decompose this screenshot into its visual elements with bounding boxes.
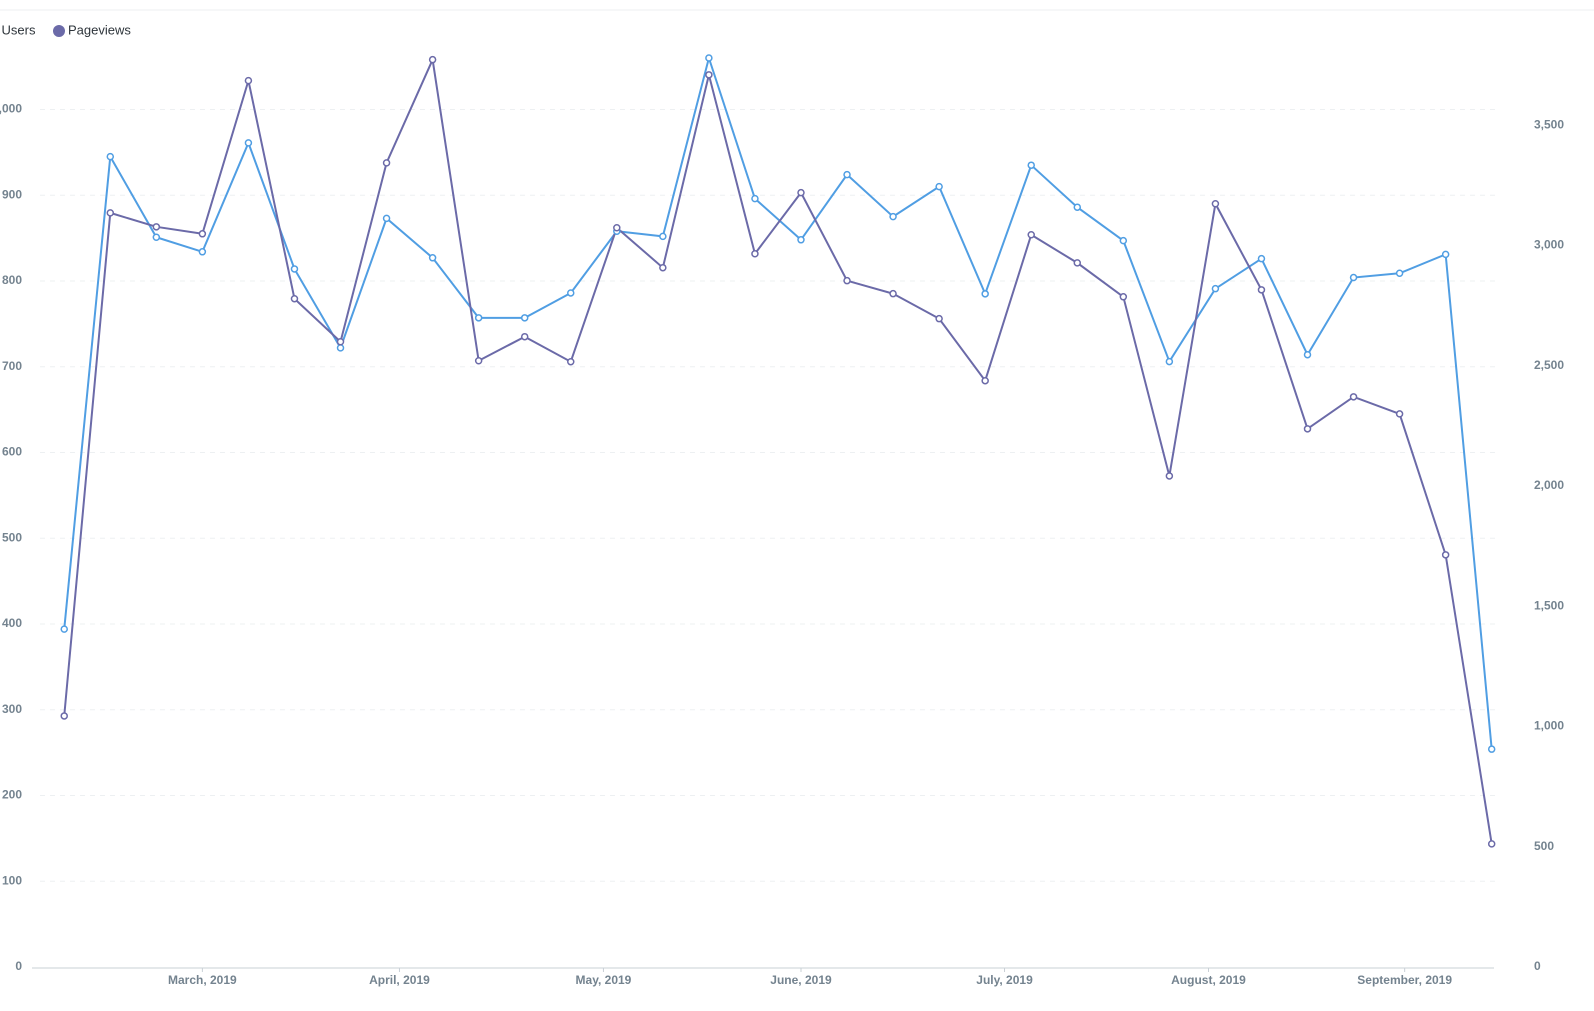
data-point: [705, 54, 713, 62]
data-point: [567, 289, 575, 297]
y-tick-label: 200: [2, 788, 22, 802]
series-line: [63, 54, 1493, 750]
data-point: [751, 194, 759, 203]
data-point: [1303, 350, 1312, 359]
y2-tick-label: 500: [1534, 839, 1554, 853]
data-point: [1441, 551, 1450, 559]
data-point: [152, 233, 161, 241]
data-point: [889, 289, 897, 298]
data-point: [198, 248, 207, 256]
data-point: [520, 314, 529, 322]
data-point: [659, 263, 667, 272]
data-point: [797, 188, 805, 197]
data-point: [1027, 161, 1035, 169]
data-point: [1395, 269, 1404, 277]
data-point: [244, 76, 253, 85]
data-point: [843, 276, 851, 285]
y-tick-label: 900: [2, 187, 22, 201]
data-point: [1211, 284, 1220, 293]
data-point: [1119, 293, 1128, 301]
data-point: [1257, 254, 1266, 263]
data-point: [1073, 259, 1082, 267]
data-point: [1395, 410, 1404, 418]
data-point: [1119, 236, 1128, 245]
data-point: [935, 314, 943, 323]
y2-tick-label: 3,000: [1534, 238, 1564, 252]
legend: Users: [2, 22, 36, 37]
y2-tick-label: 2,500: [1534, 358, 1564, 372]
data-point: [1165, 357, 1174, 366]
data-point: [1257, 286, 1266, 294]
x-tick-label: April, 2019: [369, 973, 430, 987]
data-point: [336, 338, 345, 346]
x-tick-label: September, 2019: [1357, 973, 1452, 987]
data-point: [705, 71, 713, 79]
y2-tick-label: 0: [1534, 959, 1541, 973]
data-point: [567, 357, 575, 366]
series-line: [63, 56, 1493, 845]
data-point: [1073, 203, 1082, 211]
data-point: [474, 357, 483, 365]
data-point: [1487, 840, 1496, 848]
data-point: [382, 159, 391, 167]
y2-tick-label: 3,500: [1534, 118, 1564, 132]
data-point: [1165, 472, 1174, 480]
data-point: [981, 376, 989, 385]
y-tick-label: 600: [2, 445, 22, 459]
y-tick-label: 700: [2, 359, 22, 373]
y-tick-label: 1,000: [0, 102, 22, 116]
x-tick-label: August, 2019: [1171, 973, 1246, 987]
data-point: [428, 55, 437, 64]
data-point: [152, 223, 161, 231]
data-point: [428, 254, 437, 262]
data-point: [1211, 199, 1220, 208]
data-point: [106, 152, 115, 161]
x-tick-label: July, 2019: [976, 973, 1033, 987]
x-tick-label: June, 2019: [770, 973, 832, 987]
data-point: [659, 232, 667, 241]
data-point: [474, 314, 483, 322]
y2-tick-label: 2,000: [1534, 478, 1564, 492]
data-point: [290, 265, 299, 273]
data-point: [1303, 425, 1312, 433]
data-point: [244, 139, 253, 147]
data-point: [60, 712, 68, 720]
data-point: [797, 236, 805, 244]
data-point: [843, 170, 851, 179]
legend-swatch: [53, 25, 65, 37]
data-point: [1027, 231, 1035, 239]
y2-tick-label: 1,500: [1534, 598, 1564, 612]
data-point: [382, 214, 391, 223]
data-point: [613, 224, 621, 232]
data-point: [889, 212, 897, 221]
data-point: [1349, 273, 1358, 282]
x-tick-label: March, 2019: [168, 973, 237, 987]
data-point: [751, 249, 759, 258]
data-point: [1487, 745, 1496, 753]
x-tick-label: May, 2019: [576, 973, 632, 987]
y-tick-label: 400: [2, 616, 22, 630]
y-tick-label: 300: [2, 702, 22, 716]
data-point: [935, 182, 943, 191]
legend: Pageviews: [68, 22, 131, 37]
y2-tick-label: 1,000: [1534, 719, 1564, 733]
y-tick-label: 500: [2, 530, 22, 544]
data-point: [106, 209, 115, 217]
data-point: [981, 290, 989, 298]
data-point: [1441, 250, 1450, 259]
data-point: [520, 332, 529, 341]
y-tick-label: 0: [15, 959, 22, 973]
y-tick-label: 800: [2, 273, 22, 287]
data-point: [1349, 393, 1358, 401]
data-point: [336, 344, 345, 352]
data-point: [198, 230, 207, 238]
data-point: [60, 625, 68, 633]
y-tick-label: 100: [2, 873, 22, 887]
data-point: [290, 294, 299, 303]
